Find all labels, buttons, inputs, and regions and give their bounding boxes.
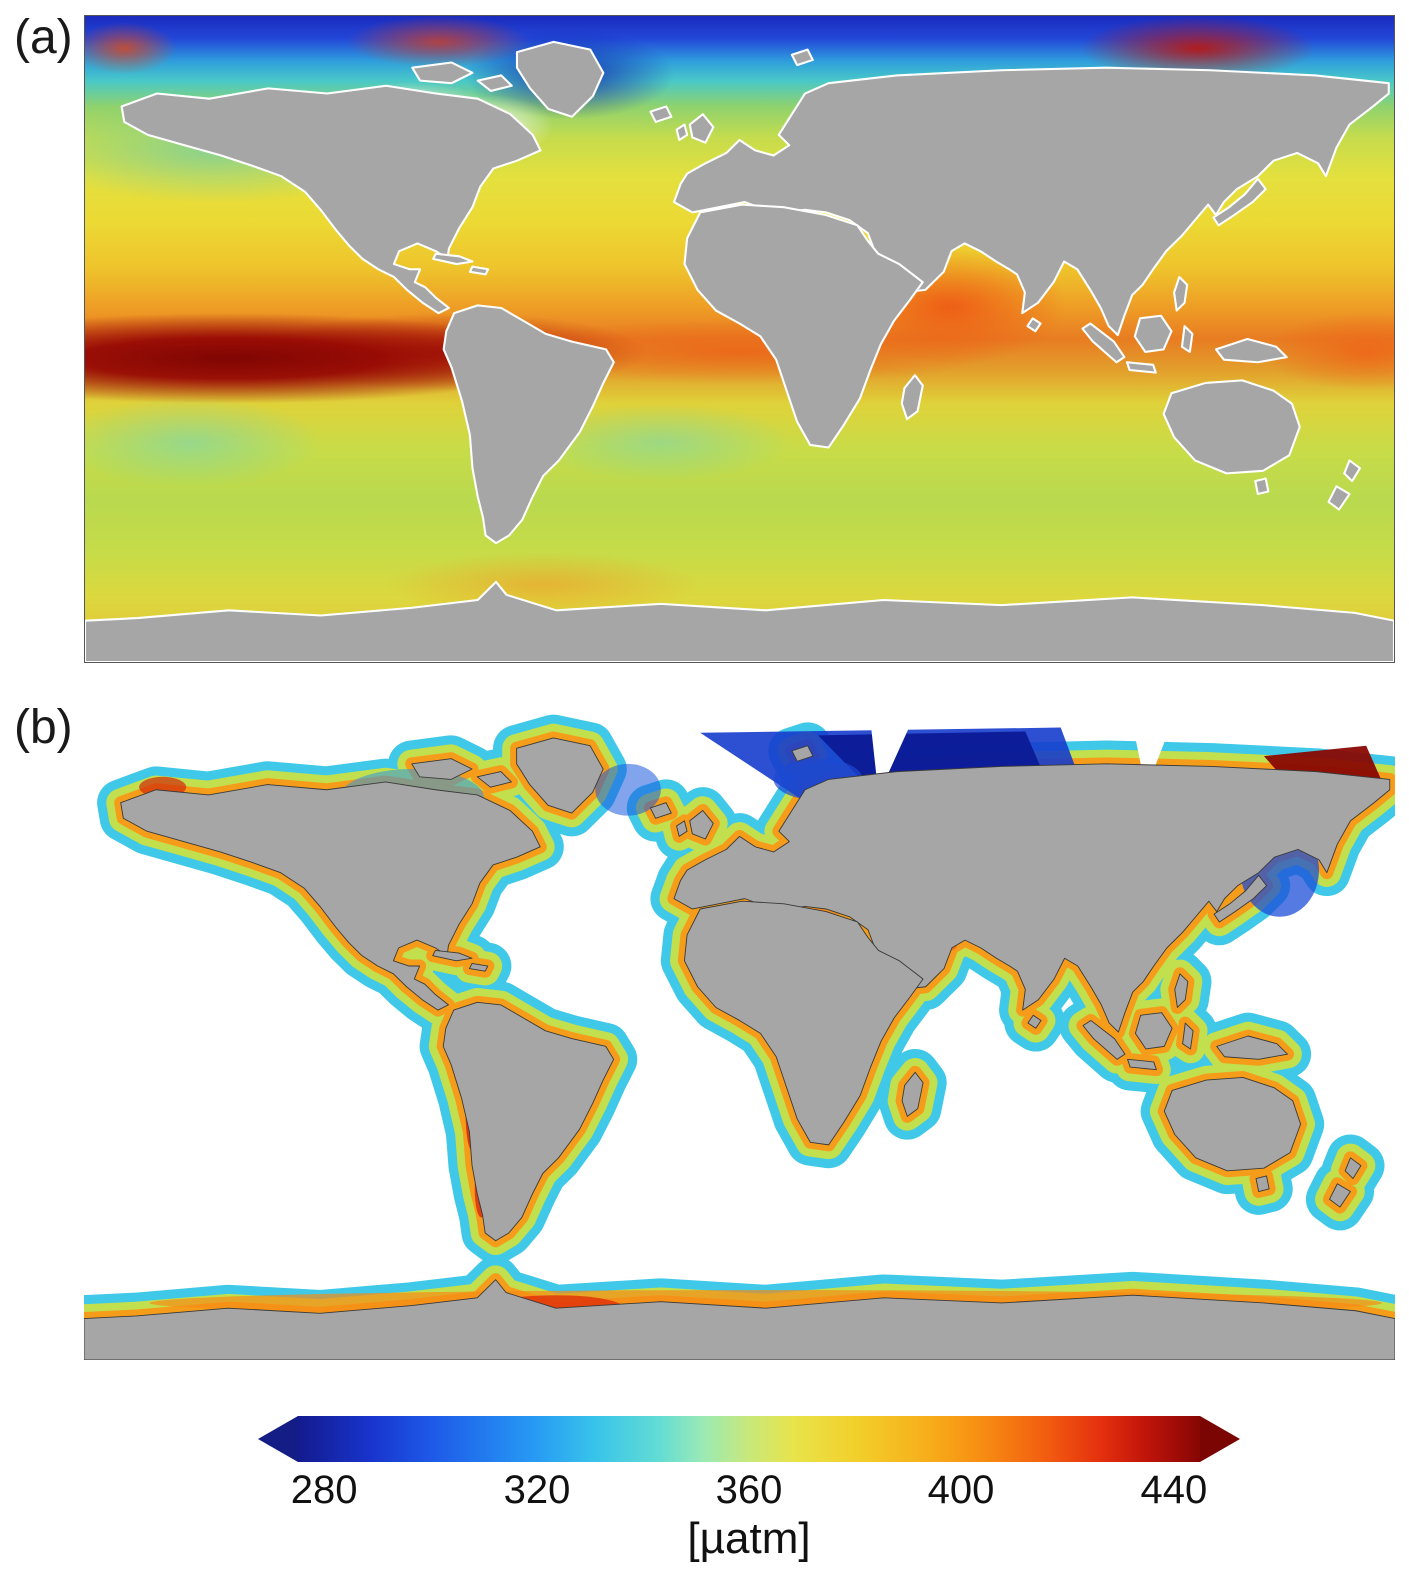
- panel-a-label: (a): [14, 11, 73, 64]
- colorbar-gradient: [298, 1416, 1200, 1462]
- colorbar-tick: 320: [503, 1468, 571, 1512]
- map-panel-a: [84, 15, 1395, 663]
- colorbar-tick: 440: [1140, 1468, 1208, 1512]
- colorbar-tick: 400: [927, 1468, 995, 1512]
- colorbar-min-arrow: [258, 1416, 298, 1462]
- colorbar-tick: 280: [290, 1468, 358, 1512]
- world-map-b: [84, 712, 1395, 1360]
- colorbar-unit-label: [µatm]: [687, 1514, 811, 1563]
- colorbar-max-arrow: [1200, 1416, 1240, 1462]
- panel-b-label: (b): [14, 701, 73, 754]
- landmass: [85, 40, 1394, 662]
- colorbar-tick-labels: 280 320 360 400 440: [291, 1468, 1207, 1512]
- colorbar: [258, 1416, 1240, 1462]
- map-panel-b: [84, 712, 1395, 1360]
- colorbar-tick: 360: [715, 1468, 783, 1512]
- world-map-a: [85, 40, 1394, 662]
